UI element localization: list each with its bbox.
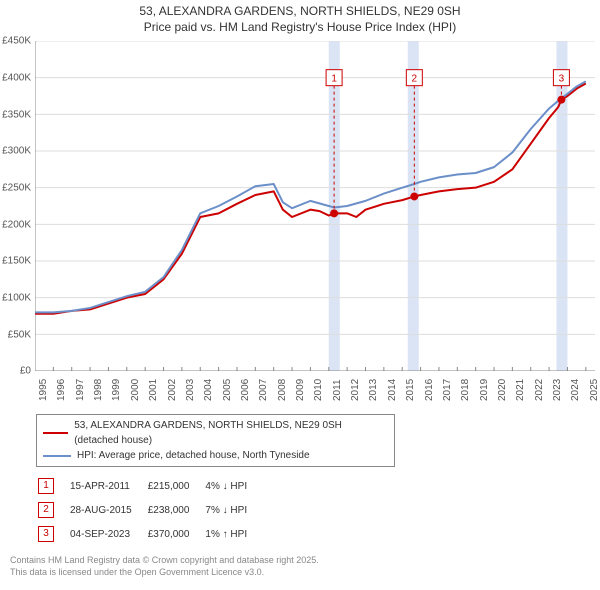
sale-price: £238,000 — [148, 499, 204, 521]
sale-delta: 1% ↑ HPI — [205, 523, 261, 545]
sale-delta: 7% ↓ HPI — [205, 499, 261, 521]
x-tick-label: 2010 — [313, 379, 324, 401]
sale-price: £215,000 — [148, 475, 204, 497]
legend-swatch — [43, 455, 71, 457]
x-tick-label: 2005 — [222, 379, 233, 401]
y-tick-label: £150K — [2, 256, 31, 267]
x-tick-label: 2020 — [497, 379, 508, 401]
x-tick-label: 2018 — [460, 379, 471, 401]
x-tick-label: 2001 — [148, 379, 159, 401]
legend: 53, ALEXANDRA GARDENS, NORTH SHIELDS, NE… — [36, 414, 395, 467]
x-tick-label: 2015 — [405, 379, 416, 401]
x-tick-label: 2007 — [258, 379, 269, 401]
x-tick-label: 2012 — [350, 379, 361, 401]
x-tick-label: 2008 — [277, 379, 288, 401]
y-tick-label: £50K — [8, 329, 31, 340]
chart-title: 53, ALEXANDRA GARDENS, NORTH SHIELDS, NE… — [0, 0, 600, 35]
x-tick-label: 2004 — [203, 379, 214, 401]
x-tick-label: 2019 — [479, 379, 490, 401]
sale-marker-box: 3 — [38, 526, 54, 542]
footer-line2: This data is licensed under the Open Gov… — [10, 567, 590, 579]
x-tick-label: 2009 — [295, 379, 306, 401]
footer-line1: Contains HM Land Registry data © Crown c… — [10, 555, 590, 567]
x-tick-label: 1999 — [111, 379, 122, 401]
sale-price: £370,000 — [148, 523, 204, 545]
x-tick-label: 1998 — [93, 379, 104, 401]
sale-delta: 4% ↓ HPI — [205, 475, 261, 497]
x-tick-label: 2003 — [185, 379, 196, 401]
svg-text:3: 3 — [559, 74, 565, 85]
y-tick-label: £0 — [20, 366, 31, 377]
sales-row: 2 28-AUG-2015£238,0007% ↓ HPI — [38, 499, 261, 521]
sale-date: 28-AUG-2015 — [70, 499, 146, 521]
legend-label: 53, ALEXANDRA GARDENS, NORTH SHIELDS, NE… — [74, 418, 388, 448]
sale-marker-box: 2 — [38, 502, 54, 518]
x-tick-label: 2025 — [589, 379, 600, 401]
x-tick-label: 2023 — [552, 379, 563, 401]
plot-svg: 1 2 3 — [35, 41, 595, 371]
x-tick-label: 2021 — [515, 379, 526, 401]
title-line1: 53, ALEXANDRA GARDENS, NORTH SHIELDS, NE… — [0, 4, 600, 20]
footer: Contains HM Land Registry data © Crown c… — [10, 555, 590, 578]
title-line2: Price paid vs. HM Land Registry's House … — [0, 20, 600, 36]
x-tick-label: 1996 — [56, 379, 67, 401]
x-tick-label: 2013 — [368, 379, 379, 401]
y-tick-label: £250K — [2, 182, 31, 193]
x-tick-label: 2002 — [167, 379, 178, 401]
x-tick-label: 1997 — [75, 379, 86, 401]
y-tick-label: £400K — [2, 72, 31, 83]
legend-item: HPI: Average price, detached house, Nort… — [43, 448, 388, 463]
x-tick-label: 2006 — [240, 379, 251, 401]
y-tick-label: £100K — [2, 292, 31, 303]
sales-row: 1 15-APR-2011£215,0004% ↓ HPI — [38, 475, 261, 497]
x-tick-label: 2017 — [442, 379, 453, 401]
x-tick-label: 2022 — [534, 379, 545, 401]
svg-text:2: 2 — [412, 74, 418, 85]
y-tick-label: £200K — [2, 219, 31, 230]
y-tick-label: £300K — [2, 146, 31, 157]
x-tick-label: 2011 — [332, 380, 343, 402]
svg-text:1: 1 — [331, 74, 337, 85]
legend-label: HPI: Average price, detached house, Nort… — [77, 448, 310, 463]
sales-table: 1 15-APR-2011£215,0004% ↓ HPI 2 28-AUG-2015… — [36, 473, 263, 547]
x-axis-labels: 1995 1996 1997 1998 1999 2000 2001 2002 2003 2004… — [35, 373, 595, 405]
y-axis-labels: £0£50K£100K£150K£200K£250K£300K£350K£400… — [0, 41, 33, 371]
y-tick-label: £450K — [2, 36, 31, 47]
sales-row: 3 04-SEP-2023£370,0001% ↑ HPI — [38, 523, 261, 545]
sale-date: 15-APR-2011 — [70, 475, 146, 497]
sale-date: 04-SEP-2023 — [70, 523, 146, 545]
sale-marker-box: 1 — [38, 478, 54, 494]
legend-swatch — [43, 432, 68, 434]
x-tick-label: 2024 — [570, 379, 581, 401]
x-tick-label: 2014 — [387, 379, 398, 401]
y-tick-label: £350K — [2, 109, 31, 120]
chart: £0£50K£100K£150K£200K£250K£300K£350K£400… — [35, 41, 595, 406]
x-tick-label: 2016 — [424, 379, 435, 401]
legend-item: 53, ALEXANDRA GARDENS, NORTH SHIELDS, NE… — [43, 418, 388, 448]
x-tick-label: 2000 — [130, 379, 141, 401]
x-tick-label: 1995 — [38, 379, 49, 401]
